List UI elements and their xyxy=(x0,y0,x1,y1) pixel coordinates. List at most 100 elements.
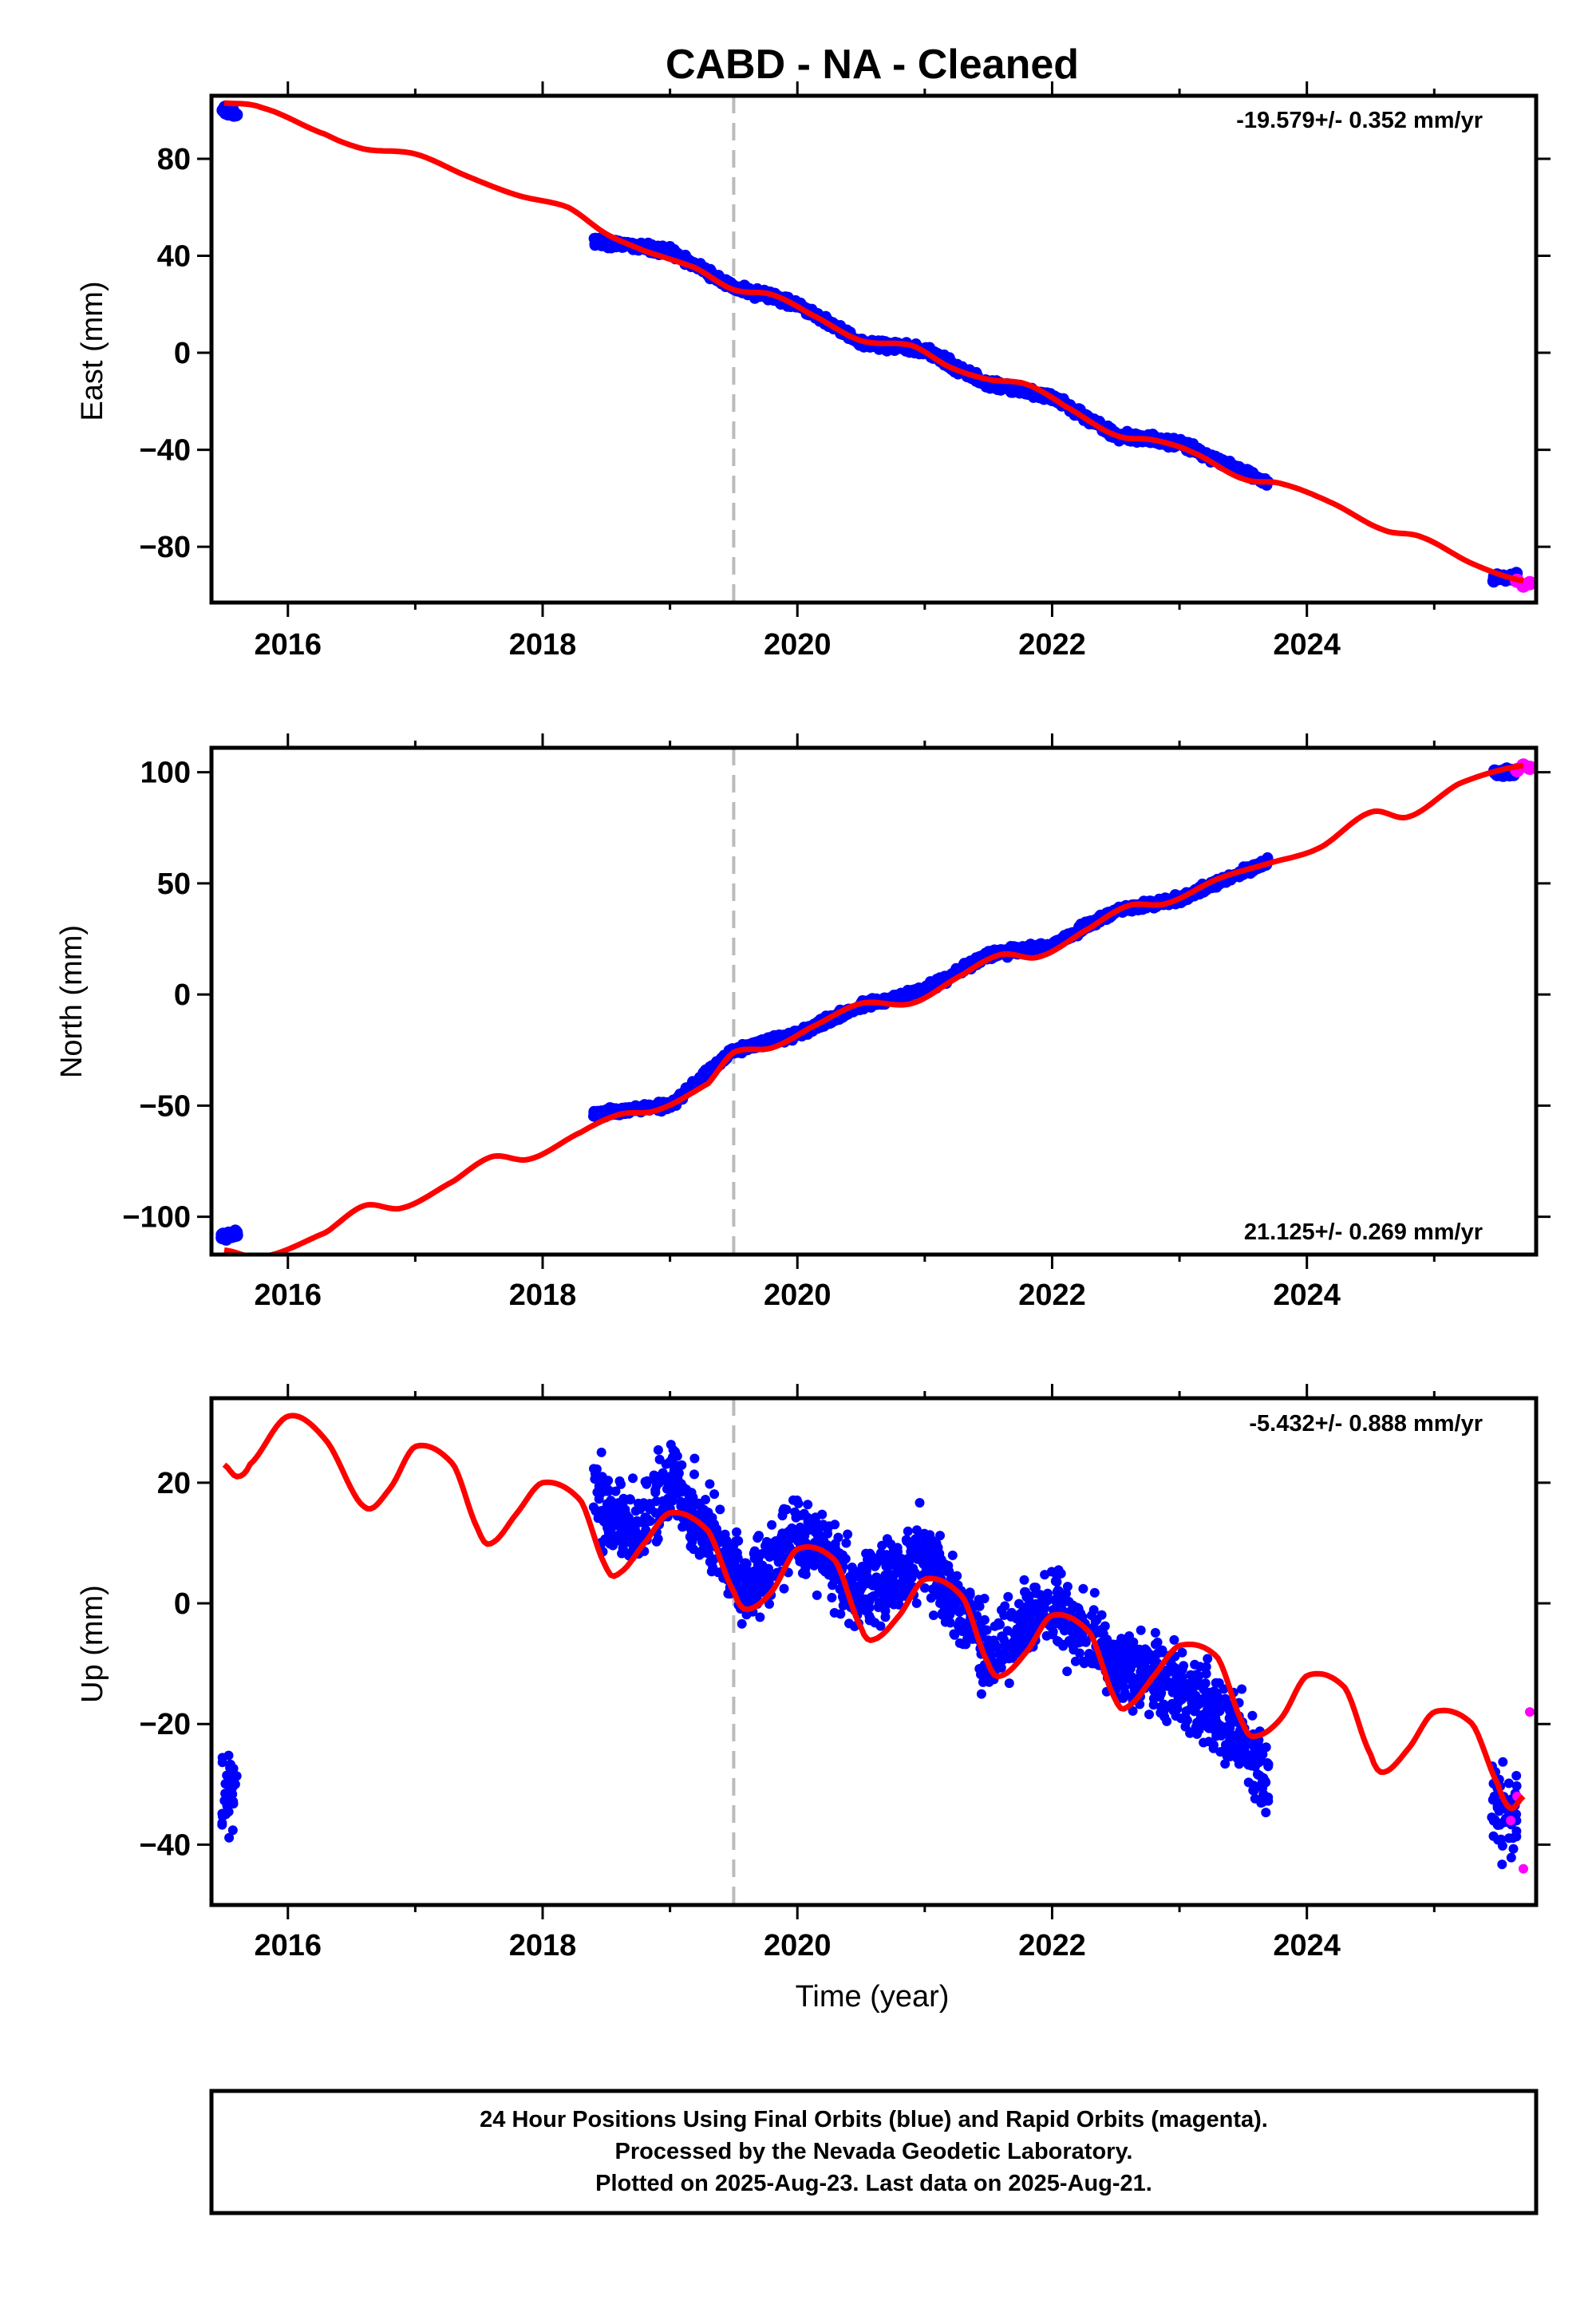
east-final-point xyxy=(1013,385,1025,397)
north-rapid-point xyxy=(1523,761,1536,776)
up-final-point xyxy=(596,1447,606,1457)
up-final-point xyxy=(1080,1637,1091,1647)
north-y-axis-label: North (mm) xyxy=(55,925,89,1078)
up-final-point xyxy=(713,1567,723,1578)
up-final-point xyxy=(867,1551,877,1561)
up-final-point xyxy=(668,1445,678,1455)
footer-line-1: 24 Hour Positions Using Final Orbits (bl… xyxy=(480,2107,1268,2132)
up-final-point xyxy=(1211,1713,1221,1723)
up-final-point xyxy=(1148,1694,1159,1704)
up-final-point xyxy=(879,1591,889,1602)
east-final-point xyxy=(591,239,603,251)
up-x-tick-label: 2020 xyxy=(764,1929,832,1962)
up-final-point xyxy=(616,1479,626,1489)
up-final-point xyxy=(1013,1646,1023,1655)
up-final-point xyxy=(764,1599,774,1609)
up-final-point xyxy=(666,1477,677,1488)
up-final-point xyxy=(753,1531,764,1541)
up-final-point xyxy=(1019,1575,1029,1585)
up-final-point xyxy=(827,1592,837,1603)
up-final-point xyxy=(1078,1656,1088,1666)
up-final-point xyxy=(1021,1592,1032,1603)
up-final-point xyxy=(1220,1759,1231,1769)
up-final-point xyxy=(979,1594,990,1603)
east-final-point xyxy=(226,103,239,117)
east-final-point xyxy=(678,250,690,262)
up-final-point xyxy=(669,1465,679,1476)
up-final-point xyxy=(607,1537,618,1547)
up-final-point xyxy=(1042,1588,1053,1599)
up-final-point xyxy=(779,1583,789,1594)
east-rapid-point xyxy=(1523,575,1536,591)
up-final-point xyxy=(847,1564,858,1575)
up-final-point xyxy=(650,1485,661,1496)
up-final-point xyxy=(1203,1654,1213,1664)
up-final-point xyxy=(1185,1678,1195,1689)
up-final-point xyxy=(764,1551,775,1562)
up-final-point xyxy=(888,1543,899,1554)
up-final-point xyxy=(698,1510,709,1520)
up-final-point xyxy=(971,1601,982,1611)
up-final-point xyxy=(1257,1778,1267,1788)
up-final-point xyxy=(961,1639,971,1650)
up-final-point xyxy=(630,1506,641,1516)
up-final-point xyxy=(1237,1684,1247,1694)
up-final-point xyxy=(1190,1705,1200,1715)
up-final-point xyxy=(793,1498,804,1508)
up-final-point xyxy=(1203,1737,1214,1747)
up-final-point xyxy=(1164,1666,1175,1676)
up-rapid-point xyxy=(1519,1863,1528,1874)
up-final-point xyxy=(1261,1742,1271,1753)
up-final-point xyxy=(591,1506,601,1516)
up-final-point xyxy=(650,1508,661,1518)
up-final-point xyxy=(755,1612,765,1622)
up-final-point xyxy=(1070,1656,1080,1666)
up-final-point xyxy=(791,1512,801,1523)
up-final-point xyxy=(752,1591,762,1602)
up-final-point xyxy=(1253,1737,1263,1748)
north-y-tick-label: 50 xyxy=(157,868,191,901)
up-final-point xyxy=(803,1500,813,1510)
north-y-tick-label: −50 xyxy=(140,1089,191,1123)
up-final-point xyxy=(764,1563,773,1574)
up-final-point xyxy=(1051,1596,1061,1607)
north-final-point xyxy=(700,1069,712,1081)
up-final-point xyxy=(844,1618,854,1629)
up-final-point xyxy=(880,1556,891,1567)
up-final-point xyxy=(1000,1601,1010,1611)
up-final-point xyxy=(1124,1654,1135,1664)
up-y-tick-label: −40 xyxy=(140,1828,191,1862)
up-y-tick-label: 0 xyxy=(174,1587,191,1621)
up-final-points xyxy=(217,1440,1535,1874)
up-final-point xyxy=(223,1750,234,1761)
chart-title: CABD - NA - Cleaned xyxy=(666,41,1079,88)
up-final-point xyxy=(594,1481,604,1492)
east-x-tick-label: 2024 xyxy=(1273,628,1341,662)
up-final-point xyxy=(1200,1678,1211,1689)
up-final-point xyxy=(886,1573,896,1583)
up-final-point xyxy=(689,1469,699,1480)
up-final-point xyxy=(877,1540,887,1551)
up-final-point xyxy=(1167,1687,1178,1697)
up-final-point xyxy=(1136,1625,1146,1635)
up-final-point xyxy=(1124,1631,1134,1641)
up-final-point xyxy=(1511,1809,1522,1820)
up-final-point xyxy=(808,1514,819,1524)
up-final-point xyxy=(812,1530,823,1540)
up-final-point xyxy=(950,1630,960,1640)
up-final-point xyxy=(222,1770,232,1780)
up-final-point xyxy=(907,1573,917,1583)
up-final-point xyxy=(803,1555,813,1566)
up-x-tick-label: 2018 xyxy=(509,1929,577,1962)
up-final-point xyxy=(672,1488,682,1499)
up-final-point xyxy=(227,1777,238,1787)
up-final-point xyxy=(1150,1627,1160,1638)
up-final-point xyxy=(1056,1568,1066,1579)
up-x-tick-label: 2022 xyxy=(1018,1929,1086,1962)
up-final-point xyxy=(220,1779,231,1789)
east-final-point xyxy=(1231,462,1242,473)
up-final-point xyxy=(598,1516,609,1527)
up-final-point xyxy=(612,1511,622,1521)
up-final-point xyxy=(983,1635,994,1646)
